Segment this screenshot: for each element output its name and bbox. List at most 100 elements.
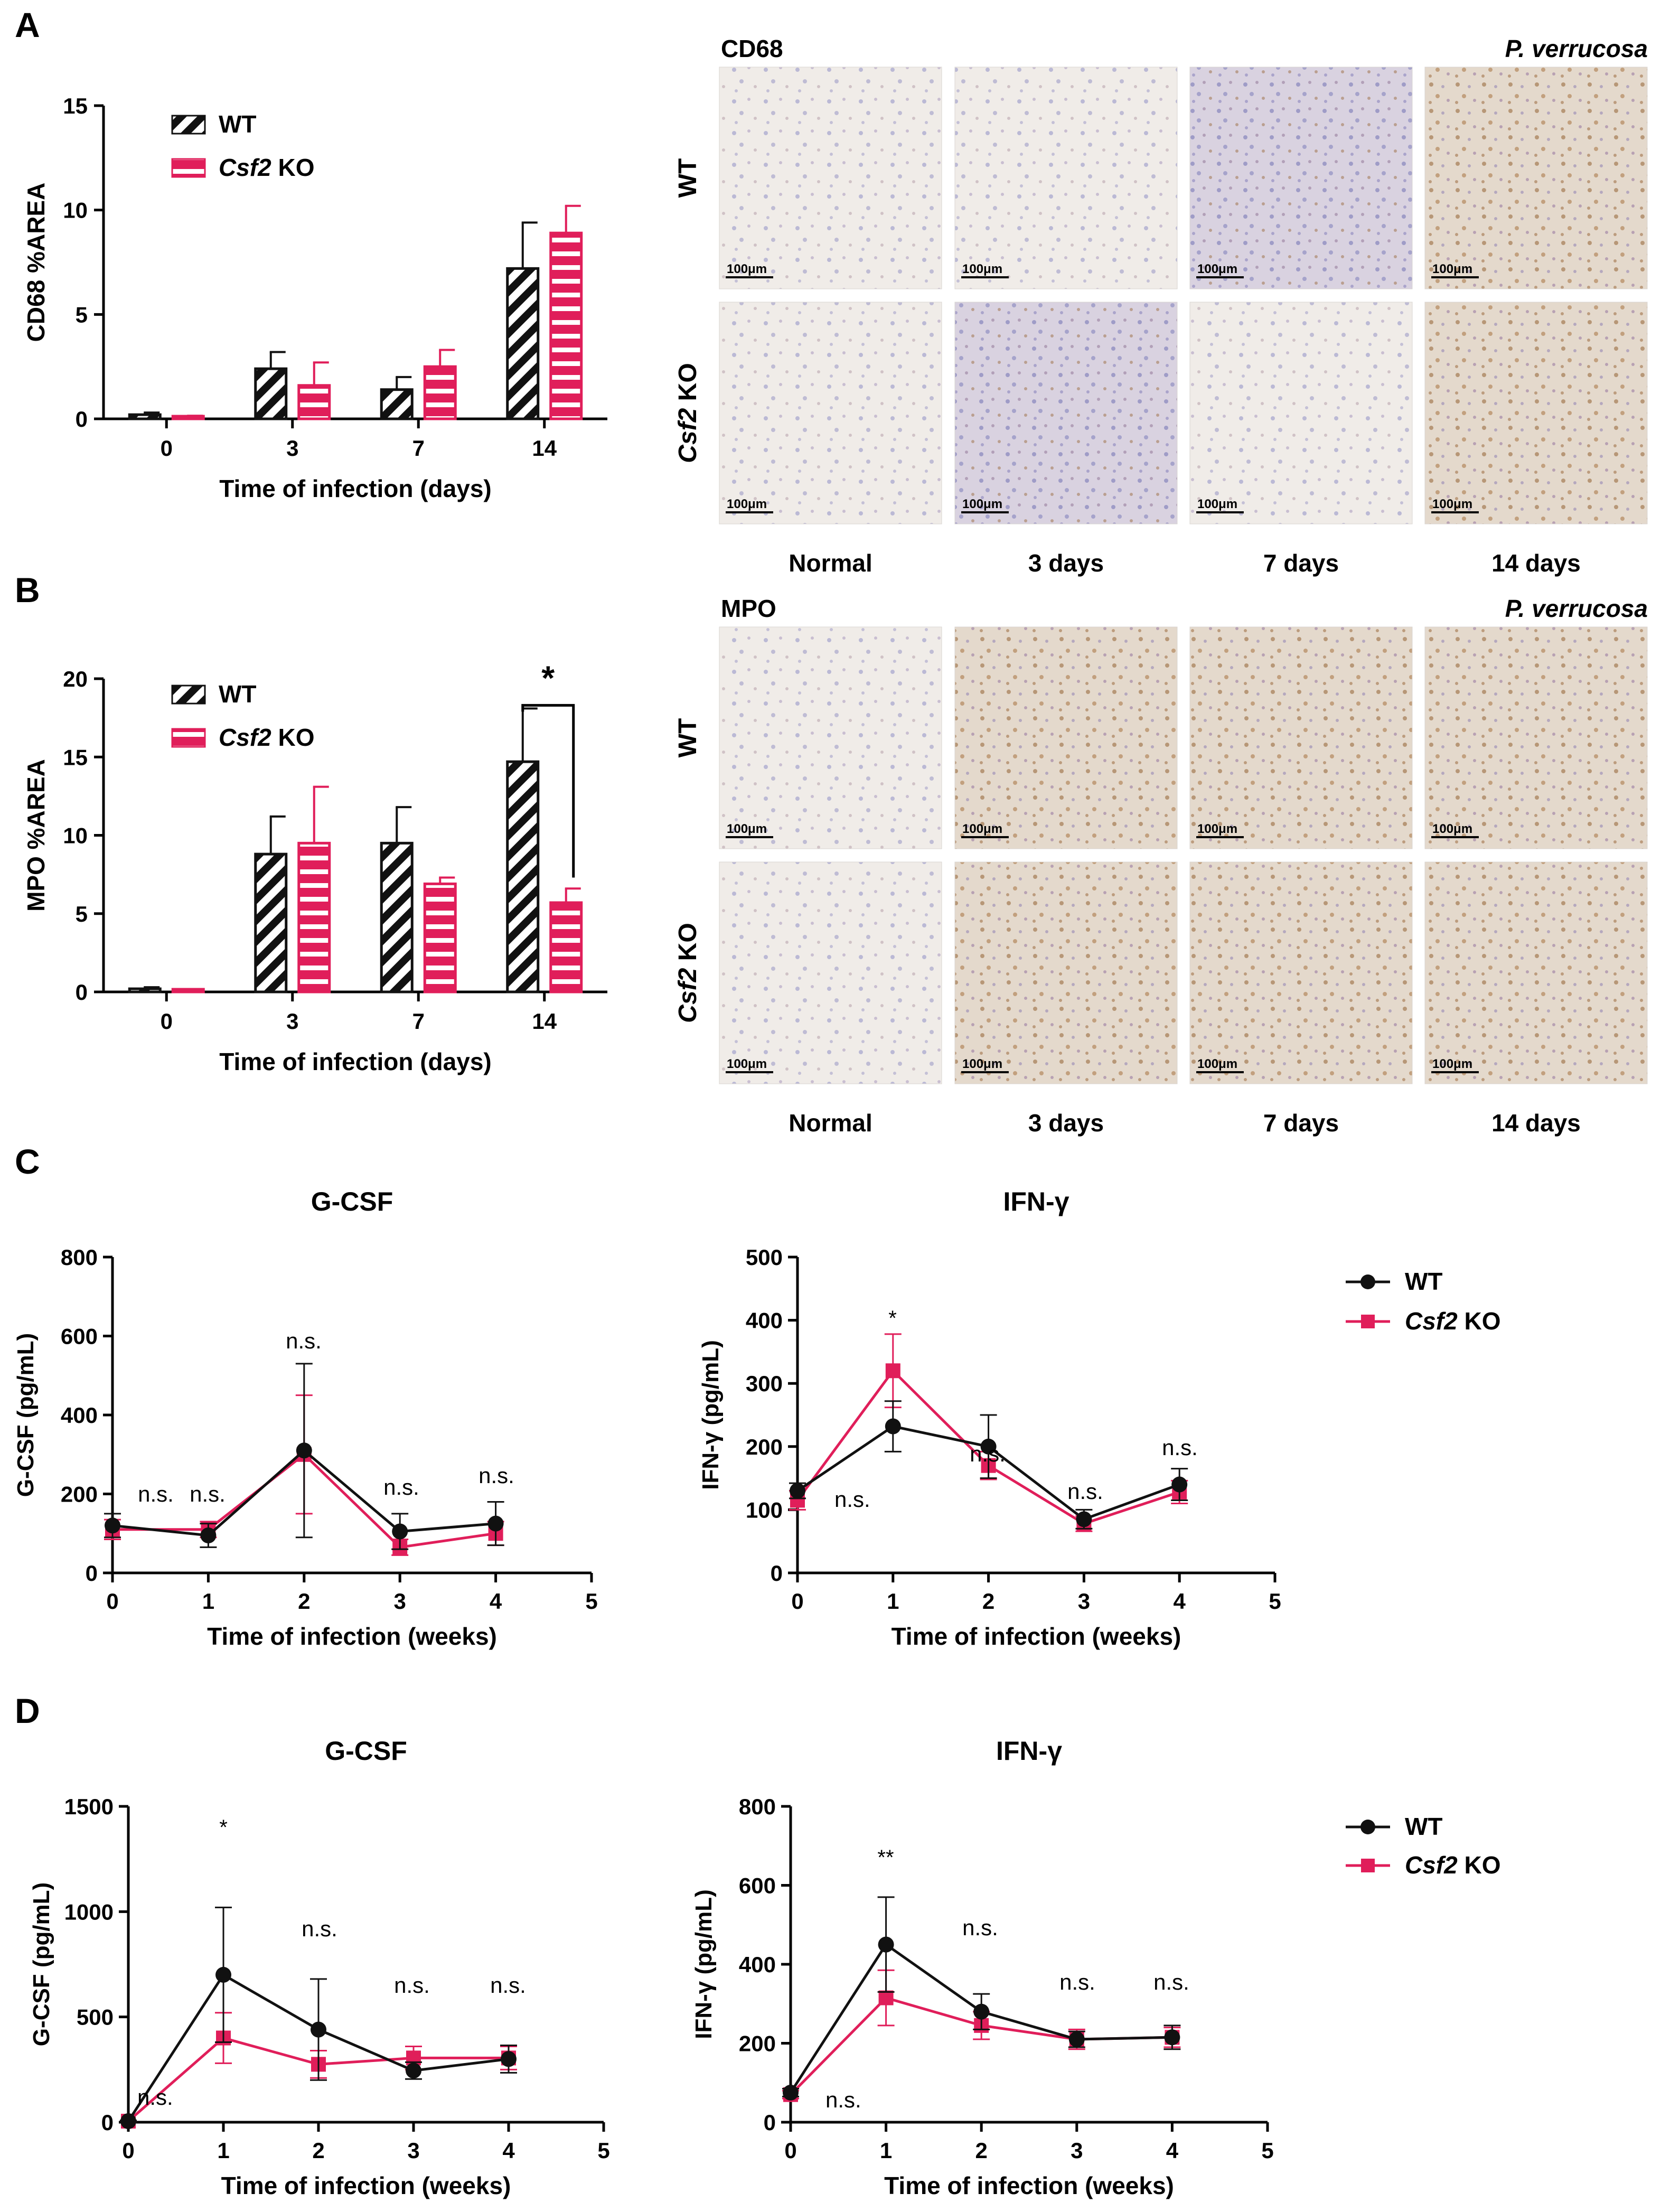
data-point-wt [878, 1936, 894, 1953]
legend-label-wt: WT [219, 680, 257, 708]
column-label: Normal [789, 1109, 872, 1137]
x-axis-label: Time of infection (weeks) [207, 1623, 497, 1650]
y-tick-label: 200 [746, 1435, 783, 1459]
micrograph-image [1189, 861, 1413, 1084]
x-tick-label: 3 [286, 436, 298, 461]
row-label-ko-italic: Csf2 [674, 968, 702, 1023]
line-chart-D-IFNg: IFN-γ 0 200 400 600 800 0 1 2 3 4 5 IFN-γ (pg/mL) Tim… [691, 1736, 1274, 2199]
column-label: 7 days [1263, 549, 1339, 577]
micrograph-image [1424, 302, 1648, 524]
bar-ko [549, 231, 583, 420]
chart-title: IFN-γ [996, 1736, 1062, 1766]
bar-ko [171, 988, 205, 993]
significance-bracket: * [521, 659, 575, 878]
scale-bar-label: 100μm [962, 822, 1002, 836]
y-tick-label: 200 [739, 2031, 776, 2056]
scale-bar-label: 100μm [1432, 1057, 1472, 1071]
y-tick-label: 0 [101, 2110, 114, 2135]
scale-bar-label: 100μm [1197, 497, 1237, 511]
column-label: 7 days [1263, 1109, 1339, 1137]
scale-bar-label: 100μm [727, 1057, 767, 1071]
scale-bar-label: 100μm [962, 262, 1002, 276]
x-tick-label: 4 [1174, 1589, 1186, 1614]
bar-wt [506, 760, 540, 993]
x-tick-label: 1 [202, 1589, 214, 1614]
y-tick-label: 800 [61, 1245, 98, 1270]
legend-label-ko-rest: KO [271, 154, 315, 181]
column-label: 14 days [1491, 549, 1581, 577]
y-tick-label: 0 [764, 2110, 776, 2135]
micrograph-grid-cd68: CD68 P. verrucosa WT Csf2 KO 100μm 100μm 100μm… [674, 35, 1648, 577]
stain-label: MPO [721, 595, 776, 622]
data-point-wt [1076, 1511, 1092, 1527]
x-tick-label: 0 [161, 436, 173, 461]
chart-title: IFN-γ [1003, 1187, 1069, 1216]
scale-bar-label: 100μm [1432, 497, 1472, 511]
row-label-ko-rest: KO [674, 923, 702, 968]
micrograph-image [1189, 302, 1413, 524]
data-point-wt [885, 1418, 901, 1435]
data-point-wt [392, 1523, 408, 1540]
micrograph-image [1424, 67, 1648, 289]
scale-bar-label: 100μm [727, 822, 767, 836]
x-tick-label: 1 [887, 1589, 899, 1614]
y-tick-label: 5 [76, 902, 88, 926]
row-label-ko-rest: KO [674, 363, 702, 408]
y-tick-label: 600 [739, 1873, 776, 1898]
scale-bar-label: 100μm [1197, 822, 1237, 836]
bar-ko [423, 365, 457, 420]
bar-wt [254, 367, 288, 420]
organism-label: P. verrucosa [1505, 35, 1648, 62]
legend-d: WT Csf2 KO [1346, 1813, 1501, 1879]
column-label: 3 days [1028, 1109, 1104, 1137]
legend-marker-ko [1361, 1315, 1375, 1328]
significance-label: * [219, 1816, 228, 1839]
y-tick-label: 800 [739, 1794, 776, 1819]
micrograph-image [719, 302, 942, 524]
line-chart-C-IFNg: IFN-γ 0 100 200 300 400 500 0 1 2 3 4 5 IFN-γ (pg/mL)… [698, 1187, 1281, 1650]
data-point-wt [311, 2021, 326, 2038]
legend-swatch-wt [171, 115, 206, 135]
y-tick-label: 300 [746, 1371, 783, 1396]
y-axis-label: MPO %AREA [22, 759, 50, 912]
x-axis-label: Time of infection (weeks) [892, 1623, 1181, 1650]
micrograph-image [719, 861, 942, 1084]
significance-label: * [888, 1307, 897, 1330]
panel-label-d: D [15, 1691, 40, 1730]
bar-ko [297, 841, 331, 993]
x-axis-label: Time of infection (weeks) [221, 2172, 511, 2199]
legend-label-ko: Csf2 KO [219, 724, 315, 751]
x-tick-label: 3 [407, 2138, 419, 2163]
column-label: Normal [789, 549, 872, 577]
significance-star: * [541, 659, 555, 697]
significance-label: n.s. [490, 1973, 526, 1998]
y-tick-label: 15 [63, 745, 88, 770]
data-point-wt [783, 2084, 799, 2101]
y-tick-label: 100 [746, 1497, 783, 1522]
data-point-wt [1164, 2029, 1180, 2046]
x-tick-label: 0 [791, 1589, 803, 1614]
x-tick-label: 0 [106, 1589, 118, 1614]
x-axis-label: Time of infection (weeks) [884, 2172, 1174, 2199]
x-tick-label: 5 [585, 1589, 597, 1614]
micrograph-image [719, 626, 942, 849]
y-tick-label: 10 [63, 198, 88, 223]
data-point-wt [296, 1442, 312, 1459]
legend-label-ko-rest: KO [1458, 1851, 1501, 1879]
data-point-wt [501, 2051, 517, 2067]
data-point-wt [487, 1515, 504, 1532]
legend-marker-ko [1361, 1859, 1375, 1872]
legend-label-ko: Csf2 KO [1405, 1851, 1501, 1879]
legend-marker-wt [1360, 1274, 1375, 1289]
y-tick-label: 0 [771, 1561, 783, 1586]
y-tick-label: 20 [63, 667, 88, 691]
legend-label-ko-italic: Csf2 [1405, 1851, 1458, 1879]
row-label-wt: WT [674, 158, 702, 198]
legend-label-ko-italic: Csf2 [1405, 1307, 1458, 1335]
micrograph-image [954, 302, 1178, 524]
micrograph-image [1189, 67, 1413, 289]
significance-label: n.s. [190, 1482, 226, 1506]
x-axis-label: Time of infection (days) [219, 1048, 491, 1075]
scale-bar-label: 100μm [1197, 1057, 1237, 1071]
legend-label-ko: Csf2 KO [219, 154, 315, 181]
